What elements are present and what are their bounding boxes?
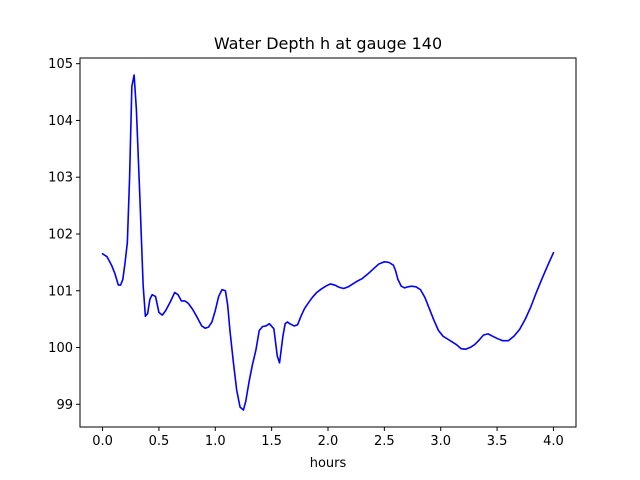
plot-area: 0.0 0.5 1.0 1.5 2.0 2.5 3.0 3.5 4.0 99 100 101 102 10… bbox=[48, 57, 577, 449]
x-tick-label: 2.5 bbox=[374, 434, 395, 449]
y-tick-label: 104 bbox=[48, 114, 73, 129]
y-tick-label: 99 bbox=[56, 398, 73, 413]
y-tick-label: 103 bbox=[48, 171, 73, 186]
x-tick-label: 0.5 bbox=[149, 434, 170, 449]
series-line-1 bbox=[101, 74, 555, 411]
x-tick-label: 3.0 bbox=[430, 434, 451, 449]
y-tick-label: 101 bbox=[48, 284, 73, 299]
x-axis-label: hours bbox=[310, 456, 347, 471]
x-tick-label: 0.0 bbox=[92, 434, 113, 449]
y-tick-label: 105 bbox=[48, 57, 73, 72]
x-tick-label: 1.5 bbox=[261, 434, 282, 449]
x-tick-label: 1.0 bbox=[205, 434, 226, 449]
x-tick-label: 2.0 bbox=[318, 434, 339, 449]
y-tick-label: 100 bbox=[48, 341, 73, 356]
chart-title: Water Depth h at gauge 140 bbox=[214, 34, 442, 53]
y-tick-label: 102 bbox=[48, 227, 73, 242]
x-tick-label: 3.5 bbox=[487, 434, 508, 449]
x-tick-label: 4.0 bbox=[543, 434, 564, 449]
